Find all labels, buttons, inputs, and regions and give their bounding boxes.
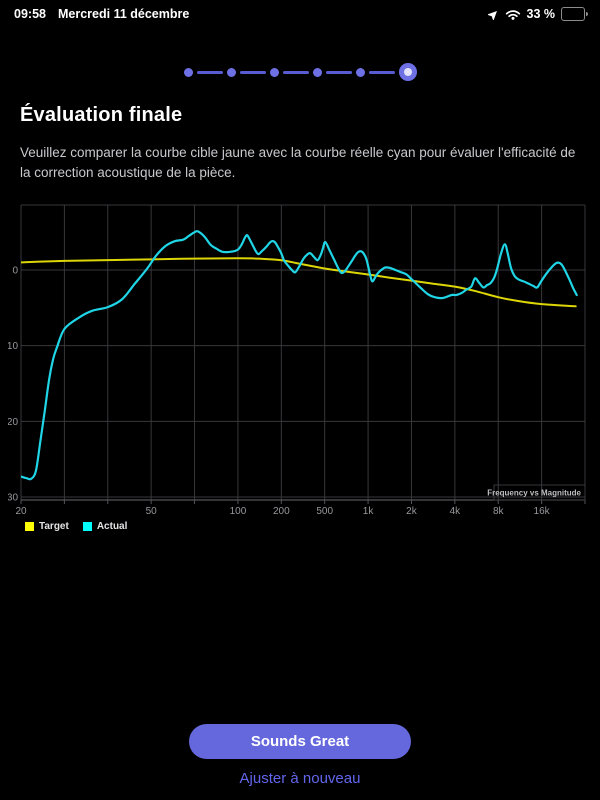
- legend-item-target: Target: [25, 521, 69, 532]
- target-swatch: [25, 522, 34, 531]
- y-tick-label: 0: [12, 266, 18, 277]
- battery-icon: [561, 7, 588, 21]
- step-dot: [183, 67, 193, 77]
- page-description: Veuillez comparer la courbe cible jaune …: [20, 145, 576, 181]
- actual-curve: [21, 230, 578, 481]
- status-left: 09:58 Mercredi 11 décembre: [14, 7, 189, 21]
- x-tick-label: 50: [146, 506, 158, 517]
- step-dot: [226, 67, 236, 77]
- x-tick-label: 16k: [534, 506, 551, 517]
- progress-stepper: [0, 62, 600, 82]
- chart-title-annotation: Frequency vs Magnitude: [487, 489, 581, 498]
- step-dot-current: [398, 63, 417, 81]
- x-tick-label: 2k: [406, 506, 418, 517]
- y-tick-label: -20: [8, 417, 18, 428]
- wifi-icon: [505, 8, 521, 20]
- chart-legend: Target Actual: [25, 521, 127, 532]
- x-tick-label: 20: [15, 506, 27, 517]
- status-bar: 09:58 Mercredi 11 décembre 33 %: [0, 0, 600, 26]
- step-connector: [196, 70, 223, 74]
- clock: 09:58: [14, 7, 46, 21]
- step-connector: [325, 70, 352, 74]
- x-tick-label: 4k: [450, 506, 462, 517]
- x-tick-label: 1k: [363, 506, 375, 517]
- step-dot: [269, 67, 279, 77]
- page-title: Évaluation finale: [20, 104, 183, 126]
- battery-percent: 33 %: [526, 7, 556, 21]
- x-tick-label: 100: [230, 506, 247, 517]
- x-tick-label: 8k: [493, 506, 505, 517]
- target-curve: [21, 257, 577, 308]
- step-connector: [239, 70, 266, 74]
- adjust-again-link[interactable]: Ajuster à nouveau: [239, 770, 361, 787]
- legend-item-actual: Actual: [82, 521, 128, 532]
- step-dot: [355, 67, 365, 77]
- actual-swatch: [82, 522, 92, 531]
- x-tick-label: 500: [316, 506, 333, 517]
- status-date: Mercredi 11 décembre: [57, 7, 190, 21]
- y-tick-label: -30: [8, 493, 18, 504]
- y-tick-label: -10: [8, 341, 18, 352]
- frequency-response-chart: 0 -10 -20 -30 20 50 100 200 500 1k 2k 4k 8k 16k Freque…: [8, 204, 586, 517]
- step-dot: [312, 67, 322, 77]
- location-icon: [487, 9, 499, 20]
- legend-actual-label: Actual: [96, 521, 128, 532]
- x-tick-label: 200: [273, 506, 290, 517]
- status-right: 33 %: [487, 7, 588, 21]
- legend-target-label: Target: [39, 521, 69, 532]
- step-connector: [282, 70, 309, 74]
- step-connector: [368, 70, 395, 74]
- chart-container: 0 -10 -20 -30 20 50 100 200 500 1k 2k 4k 8k 16k Freque…: [8, 200, 592, 534]
- sounds-great-button[interactable]: Sounds Great: [189, 724, 411, 759]
